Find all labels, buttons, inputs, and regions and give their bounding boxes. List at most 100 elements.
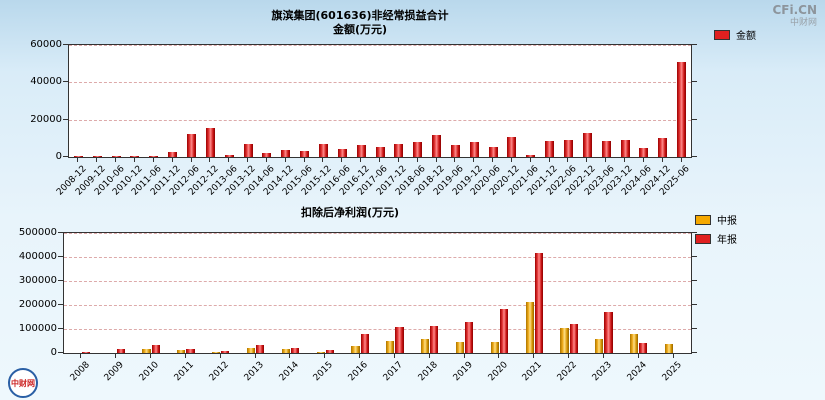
gridline [69,119,691,121]
axis-tick [63,118,68,120]
y-axis-tick-label: 200000 [18,299,57,310]
axis-tick [150,354,152,358]
x-axis-tick-label-text: 2011 [172,360,196,384]
axis-tick [58,328,63,329]
axis-tick [624,158,626,162]
gridline [64,257,691,258]
bar [325,350,334,353]
axis-tick [463,354,465,358]
axis-tick [473,158,475,162]
axis-tick [533,354,535,358]
bar [465,322,474,353]
x-axis-tick-label-text: 2022 [555,360,580,384]
axis-tick [171,158,173,162]
bar [337,148,347,157]
bar [243,143,253,157]
bar [545,140,555,157]
bar [142,348,151,353]
bar [151,345,160,353]
bar [639,148,649,157]
x-axis-tick-label-text: 2012 [207,360,231,384]
bar [595,339,604,353]
axis-tick [115,354,117,358]
axis-tick [190,158,192,162]
bar [111,156,121,157]
x-axis-tick-label-text: 2018 [416,360,440,384]
axis-tick [58,256,63,257]
bar [569,323,578,353]
axis-tick [568,354,570,358]
axis-tick [492,158,494,162]
bottom-chart-legend: 中报 年报 [695,212,737,246]
gridline [64,281,691,282]
bar [205,128,215,157]
x-axis-tick-label-text: 2008 [68,360,92,384]
bar [356,145,366,157]
x-axis-tick-label-text: 2020 [486,360,510,384]
axis-tick [510,158,512,162]
axis-tick [692,81,697,83]
bar [130,155,140,157]
axis-tick [692,256,697,257]
cfi-watermark-subtext: 中财网 [789,18,817,28]
gridline [69,82,691,84]
top-chart-title-line1: 旗滨集团(601636)非经常损益合计 [271,9,449,22]
axis-tick [289,354,291,358]
x-axis-tick-label-text: 2010 [137,360,162,384]
interim-legend-label: 中报 [717,216,737,227]
x-axis-tick-label-text: 2013 [242,360,266,384]
axis-tick [692,328,697,329]
axis-tick [692,232,697,233]
bar [375,146,385,157]
bottom-chart-title: 扣除后净利润(万元) [110,206,590,220]
annual-legend-label: 年报 [717,235,737,246]
axis-tick [393,354,395,358]
bar [639,342,648,353]
axis-tick [680,158,682,162]
bar [386,341,395,353]
bar [630,334,639,353]
bar [73,156,83,157]
axis-tick [58,232,63,233]
bar [450,145,460,157]
axis-tick [642,158,644,162]
bar [677,62,687,157]
bar [168,151,178,157]
axis-tick [219,354,221,358]
bar [421,339,430,353]
bar [318,143,328,157]
axis-tick [637,354,639,358]
axis-tick [228,158,230,162]
bar [490,341,499,353]
x-axis-tick-label-text: 2016 [346,360,371,384]
axis-tick [379,158,380,162]
axis-tick [63,156,68,157]
y-axis-tick-label: 0 [55,151,62,162]
bar [290,347,300,353]
x-axis-tick-label-text: 2014 [277,360,301,384]
y-axis-tick-label: 60000 [30,39,62,50]
x-axis-tick-label-text: 2025 [660,360,684,384]
top-chart-title: 旗滨集团(601636)非经常损益合计 金额(万元) [100,9,620,37]
bar [560,328,569,353]
cfi-logo-badge: 中财网 [8,368,38,398]
y-axis-tick-label: 40000 [30,76,62,88]
axis-tick [184,354,186,358]
bar [601,140,611,157]
y-axis-tick-label: 100000 [18,323,57,334]
axis-tick [322,158,324,162]
interim-legend-swatch [695,214,711,225]
legend-item-annual: 年报 [695,231,737,246]
axis-tick [115,158,117,162]
axis-tick [341,158,343,162]
axis-tick [324,354,326,358]
bar [256,345,265,353]
axis-tick [605,158,607,162]
y-axis-tick-label: 300000 [18,275,57,286]
axis-tick [77,158,79,162]
axis-tick [284,158,286,162]
bar [432,134,442,157]
axis-tick [672,354,674,358]
bar [394,143,404,157]
